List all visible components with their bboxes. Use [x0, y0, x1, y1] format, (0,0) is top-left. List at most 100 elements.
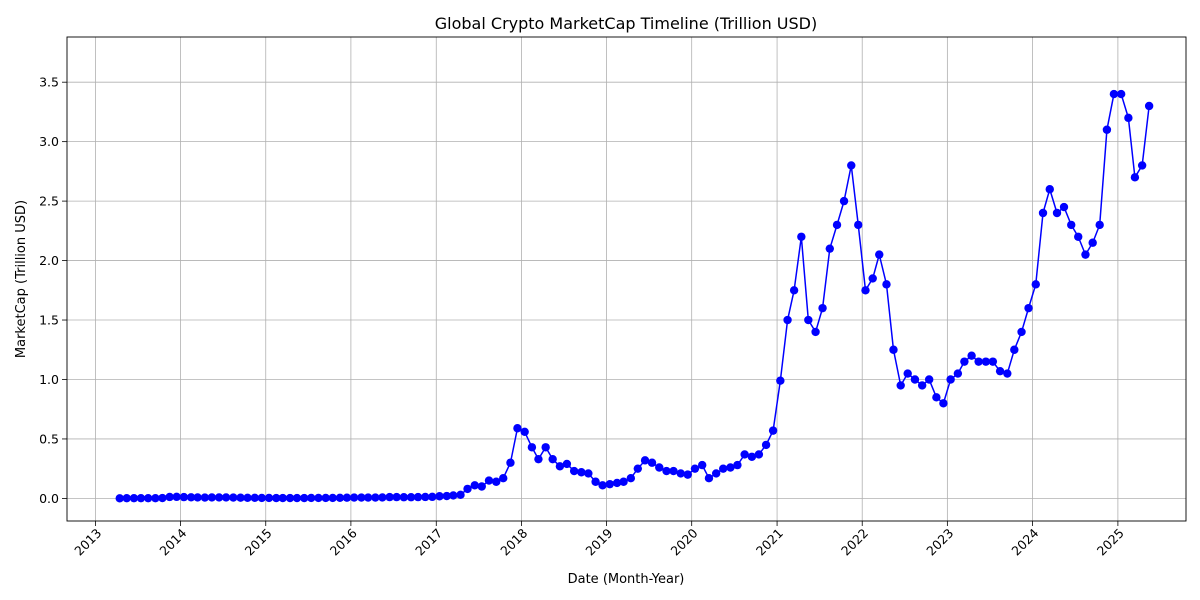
grid-lines: [67, 37, 1186, 521]
data-point: [1024, 303, 1033, 313]
data-point: [349, 493, 359, 502]
data-point: [421, 492, 430, 502]
data-point: [136, 493, 146, 503]
data-point: [605, 479, 615, 489]
data-point: [917, 381, 927, 390]
data-point: [1130, 173, 1140, 182]
y-tick-label: 0.5: [39, 431, 59, 446]
data-point: [577, 468, 586, 477]
data-point: [1144, 101, 1154, 111]
y-tick-label: 0.0: [39, 491, 59, 506]
data-point: [143, 493, 153, 503]
data-point: [626, 473, 636, 483]
data-point: [307, 493, 316, 503]
data-point: [1081, 250, 1090, 259]
data-point: [413, 492, 423, 502]
data-point: [342, 493, 352, 502]
y-tick-label: 2.5: [39, 194, 59, 209]
data-point: [1095, 220, 1104, 230]
data-point: [221, 493, 231, 502]
data-point: [995, 366, 1005, 376]
y-tick-label: 1.5: [39, 313, 59, 328]
data-point: [1088, 238, 1097, 247]
data-point: [647, 458, 657, 467]
data-point: [506, 458, 515, 467]
data-point: [967, 351, 976, 360]
data-point: [910, 375, 920, 384]
data-point: [761, 440, 771, 450]
data-point: [229, 493, 238, 502]
data-point: [804, 315, 813, 325]
data-point: [328, 493, 337, 503]
data-point: [158, 493, 167, 503]
data-point: [1109, 89, 1119, 99]
data-point: [1031, 280, 1040, 289]
data-point: [278, 493, 287, 503]
data-point: [399, 493, 409, 502]
data-point: [733, 460, 742, 470]
data-point: [214, 493, 224, 502]
data-point: [1017, 327, 1026, 337]
y-axis-ticks: 0.0 0.5 1.0 1.5 2.0 2.5 3.0 3.5: [39, 75, 67, 506]
data-point: [1102, 125, 1112, 134]
data-point: [385, 492, 394, 502]
data-point: [456, 490, 465, 500]
data-point: [839, 196, 849, 206]
data-point: [946, 375, 955, 384]
data-point: [363, 493, 373, 502]
data-point: [520, 427, 529, 437]
data-point: [861, 286, 870, 295]
data-point: [591, 477, 600, 486]
data-point: [854, 220, 863, 230]
data-point: [584, 469, 593, 478]
data-point: [903, 369, 912, 378]
data-point: [236, 493, 245, 502]
y-tick-label: 3.5: [39, 75, 59, 90]
data-point: [825, 244, 834, 253]
data-point: [406, 493, 416, 502]
data-point: [676, 469, 685, 478]
data-point: [321, 493, 330, 503]
data-point: [250, 493, 259, 503]
data-point: [598, 481, 607, 490]
data-point: [1059, 202, 1069, 212]
plot-frame: [66, 36, 1187, 522]
data-point: [633, 464, 643, 473]
data-point: [747, 452, 757, 461]
data-point: [527, 443, 537, 452]
data-point: [960, 357, 969, 366]
data-point: [264, 493, 274, 503]
data-point: [335, 493, 345, 503]
data-point: [435, 492, 444, 501]
data-point: [555, 462, 565, 471]
data-point: [300, 493, 309, 503]
data-point: [193, 493, 202, 502]
data-point: [272, 493, 281, 503]
data-point: [832, 220, 842, 230]
data-point: [811, 327, 820, 337]
data-point: [442, 491, 451, 501]
data-point: [207, 493, 217, 502]
data-point: [783, 315, 792, 325]
data-point: [484, 476, 494, 485]
data-point: [449, 491, 458, 500]
data-point: [186, 493, 196, 502]
data-point: [974, 357, 983, 366]
data-point: [932, 393, 941, 402]
data-point: [655, 463, 664, 472]
data-point: [776, 376, 785, 385]
data-point: [662, 466, 671, 476]
data-point: [200, 493, 210, 502]
data-point: [718, 464, 728, 473]
data-point: [172, 492, 181, 502]
y-axis-label: MarketCap (Trillion USD): [14, 200, 29, 358]
x-axis-label: Date (Month-Year): [568, 572, 685, 587]
y-tick-label: 3.0: [39, 134, 59, 149]
data-point: [392, 492, 401, 502]
data-point: [428, 492, 437, 502]
data-point: [939, 399, 948, 408]
data-point: [115, 494, 124, 503]
data-point: [1052, 208, 1062, 218]
data-point: [1116, 89, 1126, 99]
